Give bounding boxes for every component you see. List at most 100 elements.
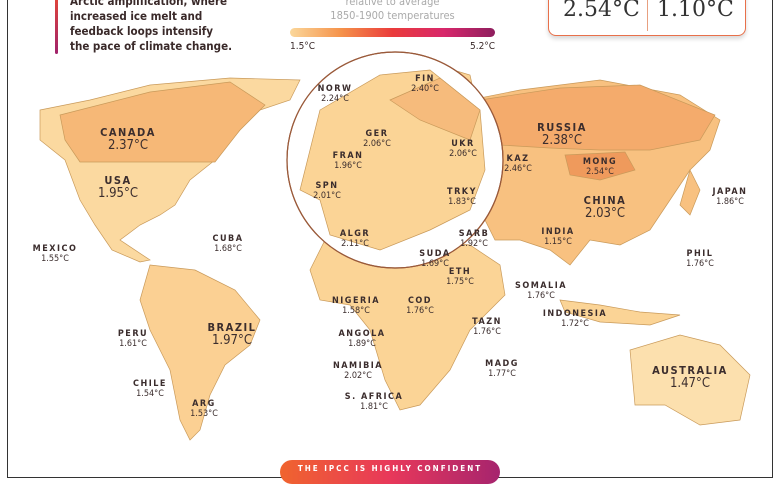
- country-name: SOMALIA: [515, 281, 567, 292]
- europe-inset-ring: [286, 51, 504, 269]
- country-label: INDONESIA 1.72°C: [542, 309, 608, 330]
- country-value: 2.54°C: [586, 167, 614, 177]
- intro-line: feedback loops intensify: [70, 24, 214, 38]
- country-value: 1.97°C: [211, 332, 253, 348]
- country-name: PHIL: [686, 249, 714, 260]
- country-value: 1.72°C: [561, 319, 589, 329]
- country-label: SARB 1.92°C: [458, 229, 490, 250]
- country-value: 1.54°C: [136, 389, 164, 399]
- country-label: CHILE 1.54°C: [133, 379, 167, 400]
- country-name: ALGR: [339, 229, 371, 240]
- country-value: 2.06°C: [449, 149, 477, 159]
- country-value: 2.38°C: [541, 132, 583, 148]
- intro-line: the pace of climate change.: [70, 39, 233, 53]
- country-label: NORW 2.24°C: [318, 84, 353, 105]
- legend-max: 5.2°C: [470, 41, 496, 52]
- country-label: SUDA 1.69°C: [419, 249, 450, 270]
- country-name: S. AFRICA: [344, 392, 404, 403]
- country-name: NIGERIA: [332, 296, 380, 307]
- south-america: [139, 264, 261, 441]
- country-value: 1.76°C: [406, 306, 434, 316]
- country-name: NAMIBIA: [332, 361, 384, 372]
- country-label: COD 1.76°C: [406, 296, 434, 317]
- country-value: 1.95°C: [97, 185, 139, 201]
- country-name: USA: [104, 173, 132, 187]
- country-name: MONG: [582, 157, 618, 168]
- country-label: ARG 1.53°C: [190, 399, 218, 420]
- canada: [59, 81, 266, 163]
- country-value: 2.03°C: [584, 205, 626, 221]
- legend-line2: 1850-1900 temperatures: [330, 9, 455, 22]
- country-value: 1.15°C: [544, 237, 572, 247]
- country-label: ANGOLA 1.89°C: [338, 329, 386, 350]
- stat-left: 2.54°C: [563, 0, 640, 22]
- country-value: 1.61°C: [119, 339, 147, 349]
- country-name: RUSSIA: [537, 120, 587, 134]
- country-name: SARB: [458, 229, 490, 240]
- country-name: FRAN: [332, 151, 364, 162]
- country-value: 2.06°C: [363, 139, 391, 149]
- country-label: USA 1.95°C: [97, 173, 139, 201]
- country-label: PERU 1.61°C: [117, 329, 149, 350]
- country-value: 2.46°C: [504, 164, 532, 174]
- country-name: CANADA: [100, 125, 156, 139]
- country-name: PERU: [117, 329, 149, 340]
- country-label: AUSTRALIA 1.47°C: [652, 364, 728, 391]
- country-label: FIN 2.40°C: [411, 74, 439, 95]
- indonesia: [559, 299, 681, 326]
- country-name: JAPAN: [712, 187, 748, 198]
- country-value: 1.76°C: [686, 259, 714, 269]
- country-value: 1.76°C: [473, 327, 501, 337]
- country-name: INDONESIA: [542, 309, 608, 320]
- mongolia: [564, 151, 636, 181]
- russia: [479, 84, 716, 151]
- intro-accent-bar: [55, 0, 58, 54]
- country-name: ANGOLA: [338, 329, 386, 340]
- country-value: 1.55°C: [41, 254, 69, 264]
- country-value: 1.76°C: [527, 291, 555, 301]
- country-value: 1.96°C: [334, 161, 362, 171]
- country-label: FRAN 1.96°C: [332, 151, 364, 172]
- world-map: [39, 51, 751, 441]
- country-name: FIN: [415, 74, 435, 85]
- country-label: MADG 1.77°C: [485, 359, 519, 380]
- country-value: 1.86°C: [716, 197, 744, 207]
- country-name: INDIA: [541, 227, 575, 238]
- country-name: CUBA: [212, 234, 244, 245]
- country-label: TAZN 1.76°C: [472, 317, 502, 338]
- country-label: MEXICO 1.55°C: [32, 244, 78, 265]
- country-name: COD: [407, 296, 433, 307]
- country-label: KAZ 2.46°C: [504, 154, 532, 175]
- country-label: UKR 2.06°C: [449, 139, 477, 160]
- legend-gradient: [290, 28, 495, 37]
- country-value: 2.37°C: [107, 137, 149, 153]
- country-label: RUSSIA 2.38°C: [537, 120, 587, 148]
- country-label: JAPAN 1.86°C: [712, 187, 748, 208]
- country-label: NIGERIA 1.58°C: [332, 296, 380, 317]
- country-name: TAZN: [472, 317, 502, 328]
- country-label: S. AFRICA 1.81°C: [344, 392, 404, 413]
- country-value: 1.58°C: [342, 306, 370, 316]
- country-label: ETH 1.75°C: [446, 267, 474, 288]
- australia: [629, 334, 751, 426]
- country-label: CUBA 1.68°C: [212, 234, 244, 255]
- country-name: CHINA: [583, 193, 627, 207]
- country-value: 2.02°C: [344, 371, 372, 381]
- country-name: ETH: [448, 267, 472, 278]
- country-value: 1.81°C: [360, 402, 388, 412]
- country-name: SPN: [315, 181, 339, 192]
- country-label: GER 2.06°C: [363, 129, 391, 150]
- country-label: SPN 2.01°C: [313, 181, 341, 202]
- country-value: 2.24°C: [321, 94, 349, 104]
- country-name: MEXICO: [32, 244, 78, 255]
- country-name: BRAZIL: [207, 320, 257, 334]
- country-value: 1.83°C: [448, 197, 476, 207]
- country-value: 1.47°C: [669, 375, 711, 391]
- country-value: 1.77°C: [488, 369, 516, 379]
- country-name: UKR: [451, 139, 475, 150]
- country-value: 2.11°C: [341, 239, 369, 249]
- country-label: SOMALIA 1.76°C: [515, 281, 567, 302]
- intro-line: increased ice melt and: [70, 9, 203, 23]
- country-label: MONG 2.54°C: [582, 157, 618, 178]
- country-value: 2.40°C: [411, 84, 439, 94]
